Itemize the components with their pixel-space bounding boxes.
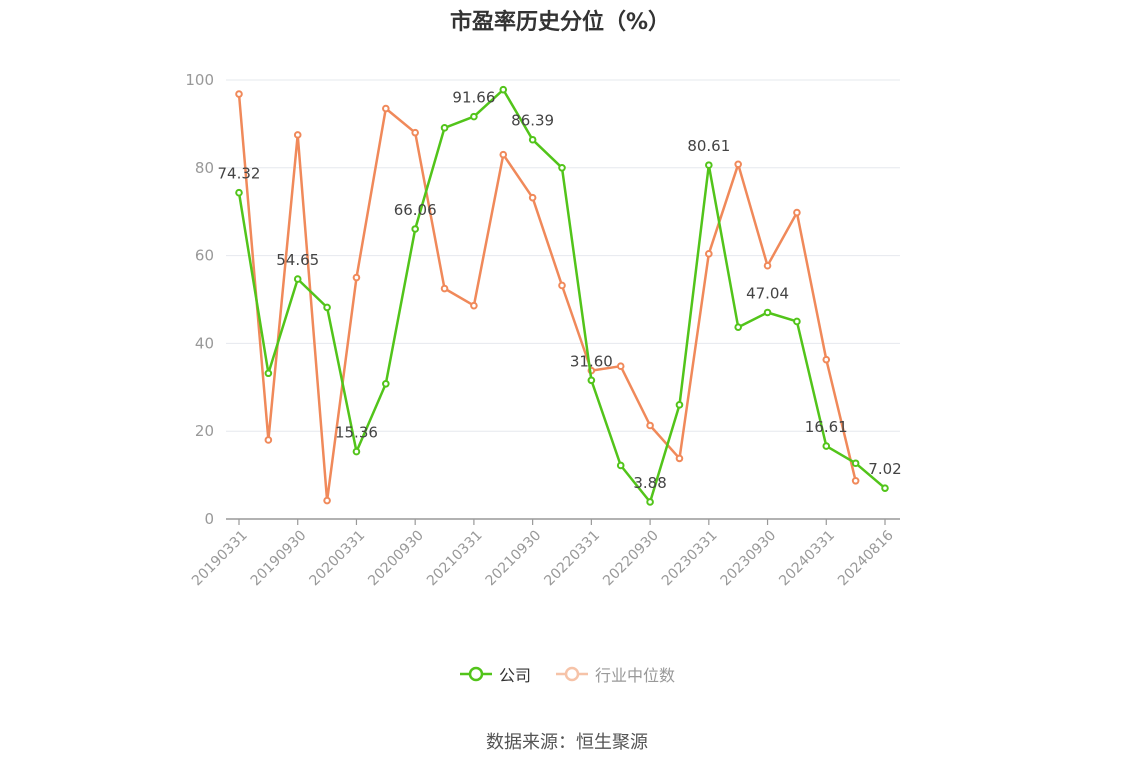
data-point[interactable]: [352, 447, 361, 456]
data-point[interactable]: [675, 454, 684, 463]
data-point[interactable]: [264, 436, 273, 444]
x-tick-label: 20230930: [718, 527, 780, 589]
data-point[interactable]: [734, 160, 742, 169]
y-tick-label: 80: [195, 159, 214, 177]
data-point[interactable]: [470, 301, 478, 310]
x-tick-label: 20240816: [835, 527, 897, 589]
x-tick-label: 20210331: [424, 527, 486, 589]
data-point[interactable]: [822, 442, 831, 450]
data-source: 数据来源：恒生聚源: [486, 732, 648, 753]
data-point[interactable]: [411, 225, 419, 233]
data-point[interactable]: [323, 303, 331, 312]
data-point[interactable]: [352, 273, 361, 282]
data-point[interactable]: [235, 90, 243, 98]
data-point[interactable]: [646, 421, 654, 430]
data-point[interactable]: [235, 188, 243, 197]
data-label: 3.88: [633, 474, 666, 492]
data-label: 15.36: [335, 424, 378, 442]
data-point[interactable]: [323, 496, 331, 505]
data-point[interactable]: [763, 308, 772, 317]
x-tick-label: 20190331: [189, 527, 251, 589]
data-point[interactable]: [763, 261, 772, 270]
y-tick-label: 20: [195, 422, 214, 440]
data-point[interactable]: [470, 112, 478, 121]
data-point[interactable]: [293, 131, 302, 139]
data-point[interactable]: [616, 461, 625, 470]
data-point[interactable]: [793, 208, 801, 217]
data-point[interactable]: [616, 362, 625, 371]
data-point[interactable]: [558, 164, 566, 172]
data-label: 91.66: [452, 89, 495, 107]
grid-lines: 0 20 40 60 80 100: [185, 71, 900, 528]
legend-label: 行业中位数: [595, 666, 676, 685]
data-point[interactable]: [705, 161, 713, 169]
legend-item-company[interactable]: 公司: [459, 662, 531, 686]
legend: 公司 行业中位数: [0, 662, 1134, 686]
y-tick-label: 0: [204, 510, 214, 528]
series-line: [237, 93, 857, 502]
data-label: 47.04: [746, 284, 789, 302]
data-label: 66.06: [394, 201, 437, 219]
data-point[interactable]: [264, 369, 273, 378]
x-axis-ticks: 2019033120190930202003312020093020210331…: [189, 519, 897, 589]
data-point[interactable]: [411, 128, 419, 137]
data-point[interactable]: [793, 317, 801, 326]
x-tick-label: 20220331: [541, 527, 603, 589]
x-tick-label: 20240331: [776, 527, 838, 589]
data-label: 80.61: [687, 137, 730, 155]
series-industry-median: [235, 90, 860, 505]
data-point[interactable]: [558, 281, 566, 290]
data-point[interactable]: [440, 284, 449, 293]
data-point[interactable]: [646, 498, 654, 506]
data-point[interactable]: [528, 135, 537, 144]
legend-label: 公司: [498, 666, 531, 685]
series-company: [235, 85, 889, 506]
data-point[interactable]: [382, 104, 390, 113]
data-point[interactable]: [851, 477, 860, 485]
data-label: 74.32: [218, 165, 261, 183]
x-tick-label: 20190930: [248, 527, 310, 589]
data-point[interactable]: [851, 459, 860, 468]
data-point[interactable]: [705, 250, 713, 258]
x-tick-label: 20220930: [600, 527, 662, 589]
data-label: 86.39: [511, 112, 554, 130]
data-point[interactable]: [587, 376, 596, 385]
data-label: 31.60: [570, 352, 613, 370]
y-tick-label: 60: [195, 247, 214, 265]
data-point[interactable]: [528, 193, 537, 202]
y-tick-label: 40: [195, 334, 214, 352]
data-point[interactable]: [440, 124, 449, 132]
x-tick-label: 20210930: [483, 527, 545, 589]
legend-item-industry-median[interactable]: 行业中位数: [555, 662, 675, 686]
y-tick-label: 100: [185, 71, 214, 89]
x-tick-label: 20200331: [307, 527, 369, 589]
data-point[interactable]: [499, 150, 508, 159]
data-point[interactable]: [734, 323, 742, 331]
data-point[interactable]: [822, 355, 831, 364]
data-point[interactable]: [881, 484, 889, 492]
data-point[interactable]: [675, 401, 684, 409]
data-point[interactable]: [499, 85, 508, 94]
data-point[interactable]: [293, 275, 302, 283]
data-labels: 74.32 54.65 15.36 66.06 91.66 86.39 31.60 3.88 8…: [218, 89, 902, 492]
legend-swatch: [459, 666, 492, 682]
data-label: 16.61: [805, 418, 848, 436]
data-label: 7.02: [868, 460, 901, 478]
x-tick-label: 20230331: [659, 527, 721, 589]
data-point[interactable]: [382, 379, 390, 388]
data-label: 54.65: [276, 251, 319, 269]
x-tick-label: 20200930: [365, 527, 427, 589]
chart-title: 市盈率历史分位（%）: [449, 10, 671, 35]
legend-swatch: [556, 666, 588, 682]
